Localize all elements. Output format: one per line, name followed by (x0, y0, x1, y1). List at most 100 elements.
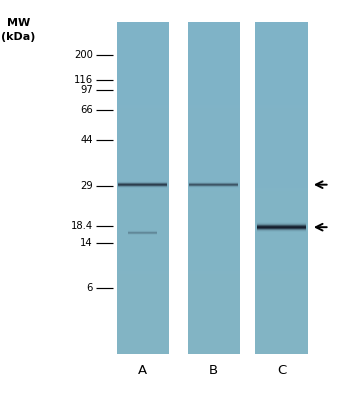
Bar (117, 97, 169, 100)
Bar (188, 102, 240, 105)
Bar (255, 110, 308, 113)
Bar (117, 30, 169, 33)
Bar (188, 141, 240, 144)
Bar (117, 86, 169, 88)
Bar (188, 238, 240, 240)
Bar (255, 97, 308, 100)
Bar (188, 55, 240, 58)
Bar (188, 332, 240, 335)
Bar (117, 88, 169, 91)
Bar (117, 279, 169, 282)
Bar (255, 166, 308, 169)
Bar (117, 216, 169, 218)
Bar (117, 166, 169, 169)
Bar (255, 33, 308, 36)
Bar (117, 290, 169, 293)
Bar (188, 240, 240, 243)
Bar (117, 202, 169, 204)
Bar (255, 94, 308, 97)
Bar (117, 160, 169, 163)
Bar (255, 108, 308, 110)
Bar (188, 260, 240, 263)
Bar (188, 271, 240, 274)
Bar (255, 318, 308, 321)
Bar (188, 97, 240, 100)
Bar (188, 61, 240, 64)
Bar (188, 182, 240, 185)
Bar (117, 252, 169, 254)
Bar (255, 55, 308, 58)
Bar (117, 221, 169, 224)
Bar (117, 41, 169, 44)
Bar (255, 119, 308, 122)
Bar (188, 227, 240, 230)
Bar (255, 230, 308, 232)
Bar (255, 340, 308, 343)
Bar (188, 321, 240, 324)
Bar (117, 243, 169, 246)
Bar (255, 36, 308, 39)
Bar (255, 240, 308, 243)
Bar (255, 338, 308, 340)
Bar (188, 282, 240, 285)
Bar (117, 332, 169, 335)
Bar (188, 180, 240, 182)
Bar (188, 196, 240, 199)
Bar (255, 177, 308, 180)
Bar (188, 315, 240, 318)
Bar (255, 149, 308, 152)
Bar (255, 91, 308, 94)
Bar (117, 61, 169, 64)
Bar (188, 169, 240, 172)
Bar (255, 30, 308, 33)
Bar (117, 91, 169, 94)
Bar (188, 263, 240, 266)
Bar (188, 133, 240, 136)
Bar (188, 47, 240, 50)
Bar (188, 74, 240, 77)
Text: 44: 44 (80, 135, 93, 145)
Bar (117, 28, 169, 30)
Bar (117, 66, 169, 69)
Bar (188, 276, 240, 279)
Bar (117, 276, 169, 279)
Bar (188, 36, 240, 39)
Bar (188, 326, 240, 329)
Bar (188, 310, 240, 312)
Bar (117, 158, 169, 160)
Bar (117, 302, 169, 304)
Bar (255, 113, 308, 116)
Bar (255, 72, 308, 74)
Bar (188, 94, 240, 97)
Bar (255, 312, 308, 315)
Bar (188, 130, 240, 133)
Bar (255, 299, 308, 302)
Bar (117, 343, 169, 346)
Bar (117, 39, 169, 41)
Bar (117, 304, 169, 307)
Bar (255, 213, 308, 216)
Bar (255, 218, 308, 221)
Bar (255, 182, 308, 185)
Bar (188, 83, 240, 86)
Bar (188, 91, 240, 94)
Bar (117, 254, 169, 257)
Bar (188, 50, 240, 52)
Bar (117, 235, 169, 238)
Text: 18.4: 18.4 (71, 221, 93, 231)
Bar (188, 25, 240, 28)
Bar (255, 351, 308, 354)
Bar (255, 180, 308, 182)
Bar (117, 169, 169, 172)
Bar (255, 188, 308, 191)
Bar (188, 113, 240, 116)
Bar (188, 218, 240, 221)
Bar (188, 80, 240, 83)
Bar (117, 224, 169, 227)
Bar (117, 55, 169, 58)
Text: B: B (209, 364, 218, 377)
Bar (117, 130, 169, 133)
Bar (255, 321, 308, 324)
Bar (255, 210, 308, 213)
Text: (kDa): (kDa) (1, 32, 36, 42)
